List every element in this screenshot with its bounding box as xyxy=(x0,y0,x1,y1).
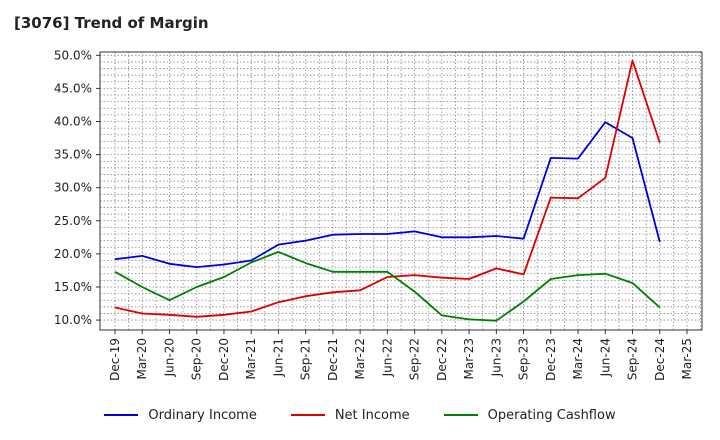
x-tick-label: Jun-20 xyxy=(162,338,176,377)
x-tick-label: Jun-24 xyxy=(598,338,612,377)
legend-swatch xyxy=(104,414,139,416)
y-tick-label: 15.0% xyxy=(54,280,92,294)
x-tick-label: Jun-21 xyxy=(271,338,285,377)
y-tick-label: 25.0% xyxy=(54,214,92,228)
x-tick-label: Jun-23 xyxy=(489,338,503,377)
x-tick-label: Mar-20 xyxy=(135,338,149,379)
x-tick-label: Sep-24 xyxy=(626,338,640,380)
x-tick-label: Dec-21 xyxy=(326,338,340,381)
y-tick-label: 50.0% xyxy=(54,48,92,62)
x-tick-label: Dec-20 xyxy=(217,338,231,381)
x-tick-label: Dec-24 xyxy=(653,338,667,381)
y-tick-label: 10.0% xyxy=(54,313,92,327)
legend-item-ordinary-income: Ordinary Income xyxy=(104,404,257,426)
series-line-ordinary-income xyxy=(114,121,661,269)
y-tick-label: 40.0% xyxy=(54,115,92,129)
x-tick-label: Jun-22 xyxy=(380,338,394,377)
x-tick-label: Mar-24 xyxy=(571,338,585,379)
legend-swatch xyxy=(443,414,478,416)
series-layer xyxy=(114,59,661,322)
x-tick-label: Sep-21 xyxy=(299,338,313,380)
series-line-net-income xyxy=(114,59,661,318)
legend-label: Ordinary Income xyxy=(148,407,257,423)
chart-title: [3076] Trend of Margin xyxy=(14,14,209,32)
legend-item-operating-cashflow: Operating Cashflow xyxy=(443,404,616,426)
x-tick-label: Mar-22 xyxy=(353,338,367,379)
y-tick-label: 30.0% xyxy=(54,181,92,195)
x-tick-label: Dec-19 xyxy=(108,338,122,381)
x-tick-label: Mar-23 xyxy=(462,338,476,379)
legend-label: Operating Cashflow xyxy=(487,407,616,423)
legend-label: Net Income xyxy=(334,407,410,423)
x-tick-label: Dec-22 xyxy=(435,338,449,381)
x-tick-label: Sep-22 xyxy=(408,338,422,380)
plot-frame xyxy=(99,51,703,331)
axis-layer: 10.0% 15.0% 20.0% 25.0% 30.0% 35.0% 40.0% 45.0%… xyxy=(54,48,703,381)
y-tick-label: 35.0% xyxy=(54,148,92,162)
y-tick-label: 20.0% xyxy=(54,247,92,261)
legend-swatch xyxy=(290,414,325,416)
y-tick-label: 45.0% xyxy=(54,81,92,95)
grid-layer xyxy=(100,52,702,330)
legend-item-net-income: Net Income xyxy=(290,404,410,426)
x-tick-label: Mar-25 xyxy=(680,338,694,379)
legend: Ordinary Income Net Income Operating Cashf… xyxy=(0,404,720,426)
x-tick-label: Sep-23 xyxy=(517,338,531,380)
x-tick-label: Sep-20 xyxy=(190,338,204,380)
x-tick-label: Dec-23 xyxy=(544,338,558,381)
x-tick-label: Mar-21 xyxy=(244,338,258,379)
series-line-operating-cashflow xyxy=(114,250,661,322)
